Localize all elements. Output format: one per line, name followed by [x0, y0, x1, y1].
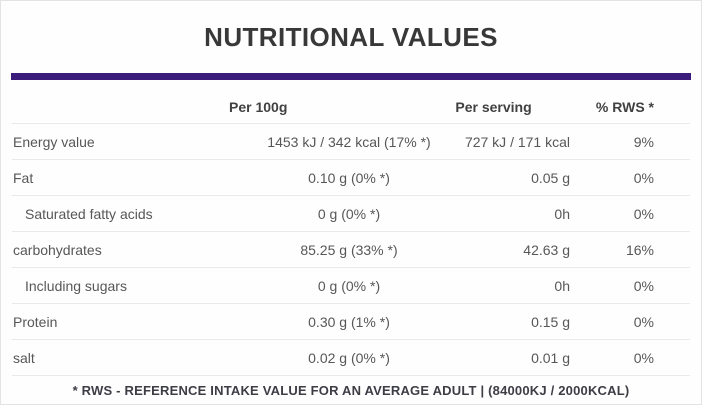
table-header-row: Per 100g Per serving % RWS *: [12, 80, 690, 124]
column-header-per-serving: Per serving: [455, 98, 532, 115]
row-label: carbohydrates: [13, 241, 102, 258]
value-per-100g: 0 g (0% *): [317, 205, 381, 222]
value-rws: 0%: [633, 349, 654, 366]
value-per-serving: 0h: [554, 277, 570, 294]
value-per-serving: 0.01 g: [531, 349, 570, 366]
value-per-serving: 727 kJ / 171 kcal: [464, 133, 570, 150]
table-row-fat: Fat 0.10 g (0% *) 0.05 g 0%: [12, 160, 690, 196]
value-per-100g: 0.02 g (0% *): [308, 349, 390, 366]
row-label: Saturated fatty acids: [25, 205, 153, 222]
value-rws: 0%: [633, 169, 654, 186]
row-label: salt: [13, 349, 35, 366]
value-per-100g: 0 g (0% *): [317, 277, 381, 294]
value-rws: 0%: [633, 205, 654, 222]
row-label: Fat: [13, 169, 34, 186]
accent-divider: [11, 73, 691, 80]
value-per-serving: 0h: [554, 205, 570, 222]
table-row-carbohydrates: carbohydrates 85.25 g (33% *) 42.63 g 16…: [12, 232, 690, 268]
row-label: Protein: [13, 313, 58, 330]
table-row-energy: Energy value 1453 kJ / 342 kcal (17% *) …: [12, 124, 690, 160]
table-row-sugars: Including sugars 0 g (0% *) 0h 0%: [12, 268, 690, 304]
page-title: NUTRITIONAL VALUES: [204, 21, 498, 52]
value-rws: 9%: [633, 133, 654, 150]
value-per-serving: 0.15 g: [531, 313, 570, 330]
value-per-100g: 1453 kJ / 342 kcal (17% *): [267, 133, 431, 150]
table-row-protein: Protein 0.30 g (1% *) 0.15 g 0%: [12, 304, 690, 340]
nutrition-table: Per 100g Per serving % RWS * Energy valu…: [1, 80, 701, 376]
value-rws: 0%: [633, 313, 654, 330]
table-footer: * RWS - REFERENCE INTAKE VALUE FOR AN AV…: [1, 376, 701, 404]
value-per-100g: 0.10 g (0% *): [308, 169, 390, 186]
value-per-serving: 0.05 g: [531, 169, 570, 186]
panel-header: NUTRITIONAL VALUES: [1, 1, 701, 73]
value-per-100g: 85.25 g (33% *): [300, 241, 398, 258]
rws-footnote: * RWS - REFERENCE INTAKE VALUE FOR AN AV…: [72, 382, 630, 398]
value-per-100g: 0.30 g (1% *): [308, 313, 390, 330]
column-header-rws: % RWS *: [595, 98, 654, 115]
row-label: Including sugars: [25, 277, 127, 294]
row-label: Energy value: [13, 133, 95, 150]
table-row-salt: salt 0.02 g (0% *) 0.01 g 0%: [12, 340, 690, 376]
value-rws: 16%: [625, 241, 654, 258]
column-header-per-100g: Per 100g: [229, 98, 288, 115]
table-row-saturated-fat: Saturated fatty acids 0 g (0% *) 0h 0%: [12, 196, 690, 232]
value-rws: 0%: [633, 277, 654, 294]
value-per-serving: 42.63 g: [523, 241, 570, 258]
